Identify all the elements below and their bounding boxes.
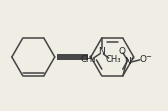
Text: +: + — [130, 56, 135, 61]
Text: −: − — [145, 54, 151, 60]
Text: O: O — [140, 55, 147, 64]
Text: N: N — [124, 57, 131, 66]
Text: O: O — [119, 47, 125, 56]
Text: CH₃: CH₃ — [80, 55, 96, 64]
Text: N: N — [98, 47, 105, 56]
Text: CH₃: CH₃ — [106, 55, 121, 64]
